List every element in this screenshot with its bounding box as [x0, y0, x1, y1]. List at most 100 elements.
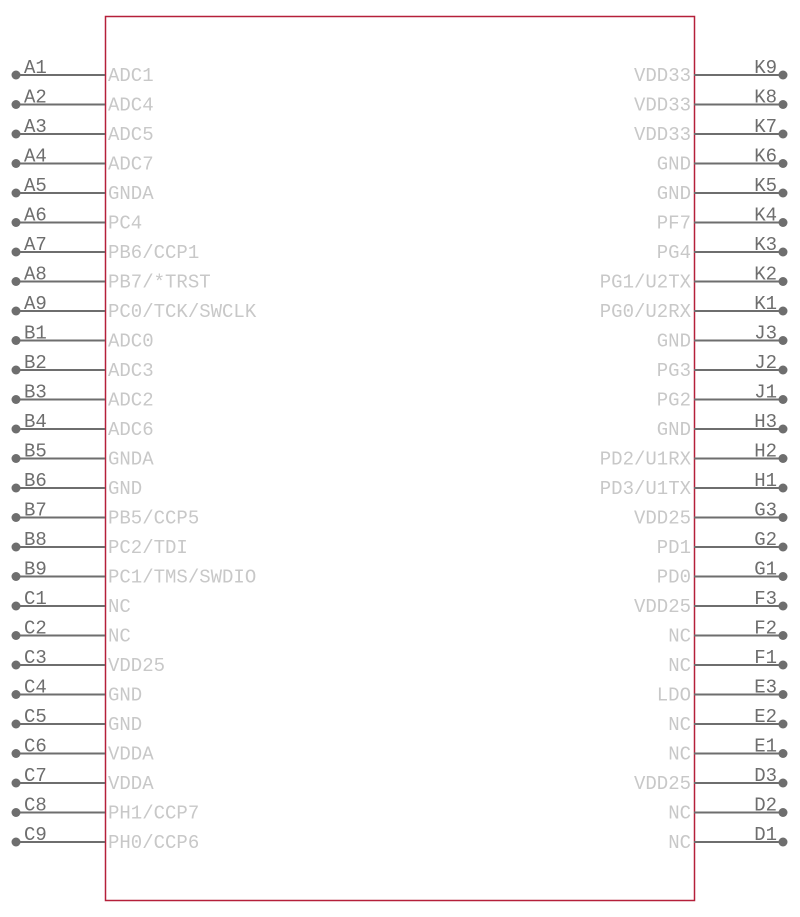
pin-dot [11, 513, 21, 522]
pin-name: VDD25 [634, 596, 691, 618]
pin-dot [11, 188, 21, 198]
pin-dot [778, 690, 788, 699]
pin-dot [11, 100, 21, 109]
pin-name: NC [668, 714, 691, 736]
pin-number: C2 [24, 618, 47, 640]
pin-number: E2 [754, 706, 777, 728]
pin-number: B5 [24, 441, 47, 463]
pin-number: K6 [754, 146, 777, 168]
pin-dot [11, 159, 21, 168]
pin-number: B6 [24, 470, 47, 492]
pin-number: H2 [754, 441, 777, 463]
pin-number: K4 [754, 205, 777, 227]
pin-dot [778, 572, 788, 581]
pin-number: H3 [754, 411, 777, 433]
pin-name: VDD25 [634, 508, 691, 530]
pin-name: NC [668, 803, 691, 825]
pin-dot [11, 808, 21, 817]
pin-dot [778, 70, 788, 80]
pin-number: C8 [24, 795, 47, 817]
pin-dot [11, 424, 21, 434]
pin-number: B1 [24, 323, 47, 345]
pin-dot [11, 572, 21, 581]
pin-name: PC4 [108, 213, 142, 235]
pin-number: A9 [24, 293, 47, 315]
pin-number: B8 [24, 529, 47, 551]
pin-number: C1 [24, 588, 47, 610]
pin-dot [11, 778, 21, 788]
pin-dot [11, 719, 21, 729]
pin-name: GND [657, 331, 691, 353]
pin-name: PH1/CCP7 [108, 803, 199, 825]
pin-dot [11, 690, 21, 699]
pin-dot [778, 247, 788, 257]
pin-number: D2 [754, 795, 777, 817]
pin-name: VDD25 [634, 773, 691, 795]
pin-name: PD3/U1TX [600, 478, 692, 500]
pin-name: NC [668, 655, 691, 677]
pin-number: K8 [754, 87, 777, 109]
pin-name: NC [668, 832, 691, 854]
pin-number: F1 [754, 647, 777, 669]
pin-number: A6 [24, 205, 47, 227]
pin-name: PD1 [657, 537, 691, 559]
pin-name: VDD33 [634, 95, 691, 117]
pin-number: C5 [24, 706, 47, 728]
pin-dot [778, 218, 788, 227]
pin-name: PD2/U1RX [600, 449, 692, 471]
pin-name: ADC0 [108, 331, 154, 353]
pin-name: PG2 [657, 390, 691, 412]
pin-name: GND [108, 685, 142, 707]
pin-number: B3 [24, 382, 47, 404]
pin-number: A2 [24, 87, 47, 109]
pin-number: F2 [754, 618, 777, 640]
pin-name: GNDA [108, 183, 154, 205]
pin-number: A8 [24, 264, 47, 286]
pin-number: A5 [24, 175, 47, 197]
pin-name: PC0/TCK/SWCLK [108, 301, 257, 323]
pin-number: D3 [754, 765, 777, 787]
pin-name: VDD33 [634, 65, 691, 87]
pin-dot [778, 306, 788, 316]
pin-number: K1 [754, 293, 777, 315]
pin-name: ADC3 [108, 360, 154, 382]
pin-name: GND [657, 419, 691, 441]
pin-dot [11, 218, 21, 227]
pin-name: PG1/U2TX [600, 272, 692, 294]
pin-name: GND [657, 154, 691, 176]
pin-dot [11, 660, 21, 670]
pin-dot [778, 100, 788, 109]
pin-number: B7 [24, 500, 47, 522]
pin-dot [778, 631, 788, 640]
pin-name: LDO [657, 685, 691, 707]
pin-name: GND [657, 183, 691, 205]
pin-number: A3 [24, 116, 47, 138]
pin-number: A4 [24, 146, 47, 168]
pin-number: F3 [754, 588, 777, 610]
pin-dot [778, 601, 788, 611]
pin-dot [778, 719, 788, 729]
pin-name: ADC2 [108, 390, 154, 412]
pin-dot [778, 483, 788, 493]
pin-name: ADC5 [108, 124, 154, 146]
pin-number: E1 [754, 736, 777, 758]
pin-name: PC1/TMS/SWDIO [108, 567, 256, 589]
pin-number: D1 [754, 824, 777, 846]
pin-number: K9 [754, 57, 777, 79]
pin-number: K3 [754, 234, 777, 256]
pin-name: NC [108, 596, 131, 618]
pin-dot [11, 336, 21, 345]
pin-name: PG4 [657, 242, 691, 264]
pin-dot [11, 631, 21, 640]
pin-name: PG0/U2RX [600, 301, 692, 323]
pin-dot [11, 749, 21, 758]
pin-number: C7 [24, 765, 47, 787]
pin-dot [778, 424, 788, 434]
pin-dot [11, 365, 21, 375]
pin-name: ADC1 [108, 65, 154, 87]
pin-number: G1 [754, 559, 777, 581]
pin-number: B2 [24, 352, 47, 374]
pin-number: G2 [754, 529, 777, 551]
pin-name: VDDA [108, 773, 154, 795]
pin-dot [11, 542, 21, 552]
